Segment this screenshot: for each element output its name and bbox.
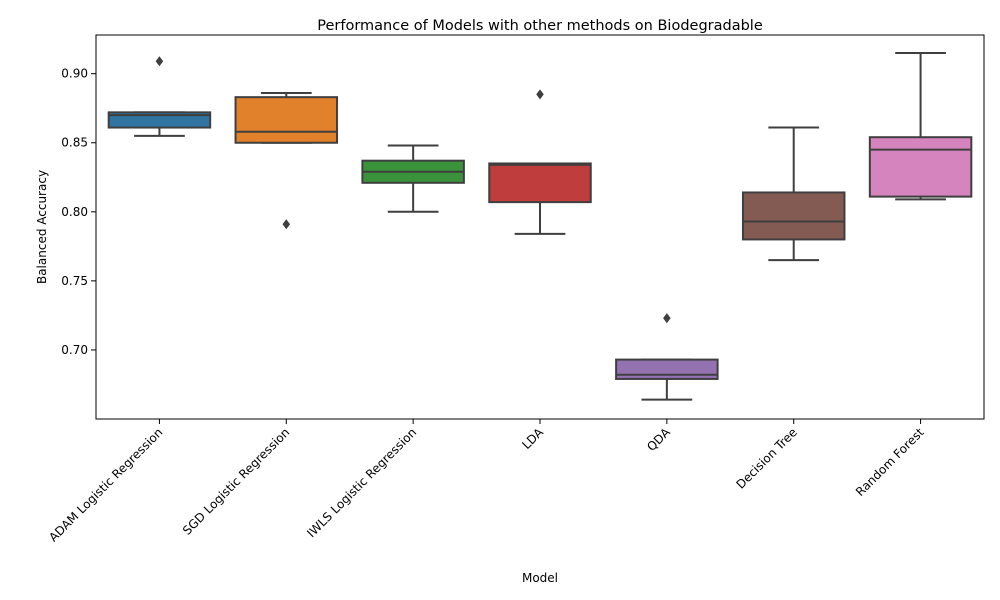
box-group — [488, 89, 592, 235]
plot-frame — [95, 34, 985, 420]
x-axis: ADAM Logistic Regression SGD Logistic Reg… — [46, 419, 927, 545]
box-group — [741, 126, 846, 262]
y-tick-label: 0.75 — [61, 274, 88, 288]
box — [615, 358, 719, 380]
x-tick-label: IWLS Logistic Regression — [304, 425, 419, 540]
y-axis-title: Balanced Accuracy — [35, 170, 49, 284]
x-tick-label: ADAM Logistic Regression — [46, 425, 165, 544]
y-tick-label: 0.90 — [61, 67, 88, 81]
x-axis-title: Model — [522, 571, 558, 585]
outlier-point — [282, 219, 291, 230]
outlier-point — [536, 89, 544, 100]
outlier-point — [155, 56, 164, 67]
box — [741, 191, 846, 241]
box — [234, 96, 339, 144]
x-tick-label: Random Forest — [853, 425, 927, 499]
box — [868, 136, 973, 198]
chart-title: Performance of Models with other methods… — [317, 18, 763, 34]
boxes-layer — [107, 51, 973, 401]
x-tick-label: LDA — [519, 425, 546, 452]
x-tick-label: QDA — [644, 425, 673, 454]
y-tick-label: 0.80 — [61, 205, 88, 219]
outlier-point — [663, 313, 671, 324]
y-axis: 0.70 0.75 0.80 0.85 0.90 — [61, 67, 96, 357]
box — [107, 111, 212, 129]
y-tick-label: 0.70 — [61, 343, 88, 357]
x-tick-label: Decision Tree — [733, 425, 799, 491]
box-group — [868, 51, 973, 201]
box-group — [615, 313, 719, 401]
box — [488, 162, 592, 204]
x-tick-label: SGD Logistic Regression — [180, 425, 292, 537]
box-group — [107, 56, 212, 137]
box-group — [361, 144, 465, 213]
y-tick-label: 0.85 — [61, 136, 88, 150]
box-group — [234, 92, 339, 230]
